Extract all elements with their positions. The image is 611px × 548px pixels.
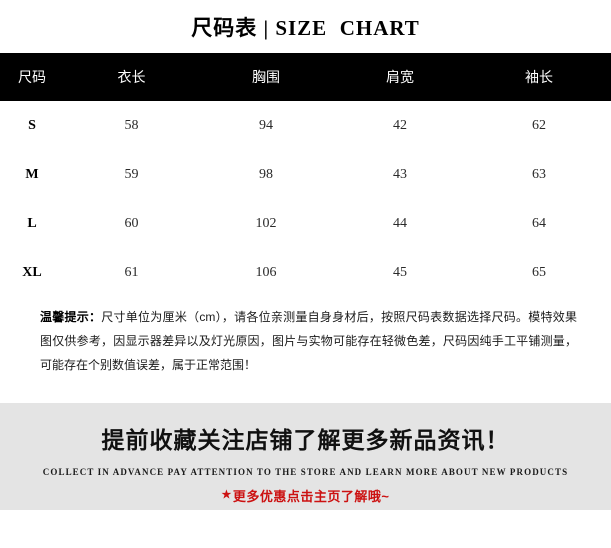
cell-length: 61 <box>64 248 199 297</box>
column-header-size: 尺码 <box>18 69 46 85</box>
promo-headline: 提前收藏关注店铺了解更多新品资讯！ <box>101 427 510 453</box>
cell-size: XL <box>0 248 64 297</box>
size-table: 尺码 衣长 胸围 肩宽 袖长 S 58 94 42 62 M 59 98 43 … <box>0 53 611 297</box>
cell-bust: 102 <box>199 199 333 248</box>
star-icon: ★ <box>221 489 232 501</box>
promo-red-note: ★ 更多优惠点击主页了解哦~ <box>222 486 390 505</box>
table-row: L 60 102 44 64 <box>0 199 611 248</box>
cell-length: 59 <box>64 150 199 199</box>
page-title: 尺码表 | SIZE CHART <box>191 15 420 40</box>
table-row: XL 61 106 45 65 <box>0 248 611 297</box>
cell-shoulder: 45 <box>333 248 467 297</box>
cell-bust: 94 <box>199 101 333 150</box>
page-title-bar: 尺码表 | SIZE CHART <box>0 0 611 53</box>
table-row: S 58 94 42 62 <box>0 101 611 150</box>
size-table-header: 尺码 衣长 胸围 肩宽 袖长 <box>0 53 611 101</box>
promo-red-note-text: 更多优惠点击主页了解哦~ <box>232 489 390 504</box>
column-header-shoulder: 肩宽 <box>386 69 414 85</box>
cell-sleeve: 64 <box>467 199 611 248</box>
size-table-body: S 58 94 42 62 M 59 98 43 63 L 60 102 44 … <box>0 101 611 297</box>
cell-sleeve: 62 <box>467 101 611 150</box>
promo-banner: 提前收藏关注店铺了解更多新品资讯！ COLLECT IN ADVANCE PAY… <box>0 403 611 510</box>
note-body-text: 尺寸单位为厘米（cm），请各位亲测量自身身材后，按照尺码表数据选择尺码。模特效果… <box>40 310 577 372</box>
cell-length: 60 <box>64 199 199 248</box>
cell-shoulder: 44 <box>333 199 467 248</box>
promo-subline: COLLECT IN ADVANCE PAY ATTENTION TO THE … <box>42 467 569 477</box>
note-lead-label: 温馨提示： <box>40 310 102 324</box>
cell-bust: 106 <box>199 248 333 297</box>
cell-shoulder: 43 <box>333 150 467 199</box>
measurement-note: 温馨提示：尺寸单位为厘米（cm），请各位亲测量自身身材后，按照尺码表数据选择尺码… <box>0 297 611 377</box>
cell-size: L <box>0 199 64 248</box>
cell-size: M <box>0 150 64 199</box>
cell-sleeve: 63 <box>467 150 611 199</box>
cell-length: 58 <box>64 101 199 150</box>
column-header-sleeve: 袖长 <box>525 69 553 85</box>
column-header-bust: 胸围 <box>252 69 280 85</box>
cell-shoulder: 42 <box>333 101 467 150</box>
cell-sleeve: 65 <box>467 248 611 297</box>
table-row: M 59 98 43 63 <box>0 150 611 199</box>
cell-size: S <box>0 101 64 150</box>
cell-bust: 98 <box>199 150 333 199</box>
column-header-length: 衣长 <box>117 69 146 85</box>
measurement-note-paragraph: 温馨提示：尺寸单位为厘米（cm），请各位亲测量自身身材后，按照尺码表数据选择尺码… <box>40 305 577 377</box>
table-header-row: 尺码 衣长 胸围 肩宽 袖长 <box>0 53 611 101</box>
